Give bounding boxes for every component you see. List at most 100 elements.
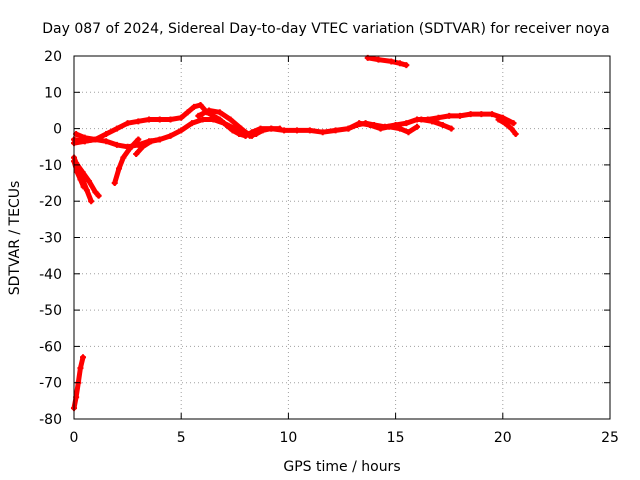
data-point — [113, 141, 120, 148]
data-point — [345, 125, 352, 132]
data-point — [188, 120, 195, 127]
series-arc-9 — [364, 54, 410, 69]
data-point — [306, 127, 313, 134]
y-tick-label: -80 — [39, 412, 62, 428]
y-axis-label: SDTVAR / TECUs — [7, 181, 23, 296]
data-point — [377, 125, 384, 132]
data-point — [178, 127, 185, 134]
data-point — [111, 180, 118, 187]
data-point — [257, 125, 264, 132]
data-point — [86, 178, 93, 185]
y-tick-label: -60 — [39, 339, 62, 355]
data-point — [405, 129, 412, 136]
chart-title: Day 087 of 2024, Sidereal Day-to-day VTE… — [42, 21, 610, 37]
data-point — [80, 183, 87, 190]
x-axis-label: GPS time / hours — [283, 459, 400, 475]
data-point — [77, 176, 84, 183]
series-arc-7 — [418, 116, 455, 132]
x-tick-label: 5 — [177, 430, 186, 446]
series-line — [418, 117, 454, 132]
series-arc-13 — [111, 136, 142, 187]
data-point — [414, 123, 421, 130]
data-point — [126, 145, 133, 152]
y-tick-label: 20 — [44, 49, 62, 65]
data-point — [439, 121, 446, 128]
data-point — [366, 121, 373, 128]
data-point — [456, 112, 463, 119]
data-point — [92, 189, 99, 196]
series-arc-5 — [242, 125, 283, 139]
data-point — [293, 127, 300, 134]
data-point — [124, 120, 131, 127]
data-point — [120, 154, 127, 161]
data-point — [95, 192, 102, 199]
data-point — [113, 125, 120, 132]
y-tick-label: 10 — [44, 85, 62, 101]
data-point — [206, 107, 213, 114]
data-point — [396, 125, 403, 132]
data-point — [478, 111, 485, 118]
data-point — [356, 120, 363, 127]
data-point — [467, 111, 474, 118]
data-point — [489, 111, 496, 118]
y-tick-label: -30 — [39, 231, 62, 247]
data-point — [227, 116, 234, 123]
series-line — [133, 137, 163, 157]
series-group — [71, 54, 519, 412]
data-point — [231, 125, 238, 132]
y-tick-label: -50 — [39, 303, 62, 319]
data-point — [139, 143, 146, 150]
data-point — [396, 60, 403, 67]
data-point — [403, 62, 410, 69]
axis-ticks: 0 5 10 15 20 25 -80 -70 -60 -50 -40 -30 -20 -10 0 10 20 — [39, 49, 619, 446]
data-point — [80, 354, 87, 361]
series-line — [71, 158, 87, 190]
data-point — [146, 116, 153, 123]
data-point — [156, 116, 163, 123]
y-tick-label: -70 — [39, 376, 62, 392]
data-point — [248, 129, 255, 136]
x-tick-label: 10 — [279, 430, 297, 446]
data-point — [178, 114, 185, 121]
x-tick-label: 0 — [70, 430, 79, 446]
y-tick-label: -20 — [39, 194, 62, 210]
data-point — [242, 132, 249, 139]
data-point — [74, 169, 81, 176]
data-point — [319, 129, 326, 136]
series-arc-6 — [345, 120, 421, 136]
data-point — [216, 109, 223, 116]
data-point — [268, 125, 275, 132]
series-line — [496, 117, 519, 137]
data-point — [197, 102, 204, 109]
data-point — [191, 103, 198, 110]
data-point — [375, 56, 382, 63]
data-point — [435, 114, 442, 121]
x-tick-label: 20 — [494, 430, 512, 446]
data-point — [88, 198, 95, 205]
data-point — [495, 116, 502, 123]
data-point — [221, 120, 228, 127]
y-tick-label: -10 — [39, 158, 62, 174]
data-point — [79, 169, 86, 176]
data-point — [501, 120, 508, 127]
data-point — [199, 116, 206, 123]
data-point — [103, 138, 110, 145]
data-point — [512, 131, 519, 138]
data-point — [135, 136, 142, 143]
y-tick-label: -40 — [39, 267, 62, 283]
data-point — [135, 118, 142, 125]
x-tick-label: 25 — [601, 430, 619, 446]
data-point — [510, 120, 517, 127]
data-point — [210, 116, 217, 123]
data-point — [429, 118, 436, 125]
data-point — [133, 151, 140, 158]
data-point — [403, 120, 410, 127]
data-point — [156, 136, 163, 143]
data-point — [167, 116, 174, 123]
data-point — [148, 138, 155, 145]
series-arc-14 — [133, 136, 163, 158]
data-point — [448, 125, 455, 132]
data-point — [238, 125, 245, 132]
grid — [74, 56, 610, 419]
